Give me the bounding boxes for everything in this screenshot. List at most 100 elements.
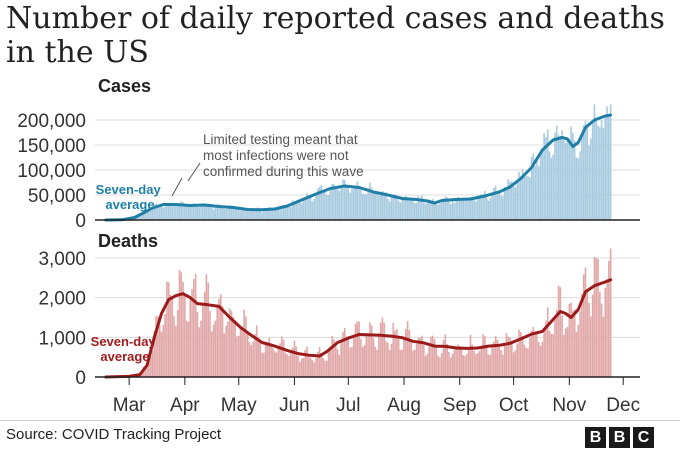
daily-bar: [390, 343, 393, 377]
daily-bar: [338, 190, 341, 220]
daily-bar: [518, 329, 520, 377]
daily-bar: [406, 197, 409, 220]
daily-bar: [198, 207, 201, 220]
daily-bar: [297, 202, 299, 220]
daily-bar: [155, 316, 157, 377]
daily-bar: [255, 208, 258, 220]
daily-bar: [307, 195, 310, 220]
daily-bar: [446, 344, 448, 377]
daily-bar: [554, 132, 556, 220]
daily-bar: [202, 206, 204, 220]
daily-bar: [519, 176, 522, 220]
daily-bar: [297, 355, 299, 377]
daily-bar: [264, 209, 267, 220]
daily-bar: [568, 143, 571, 220]
daily-bar: [313, 198, 316, 220]
cases-average-label: Seven-day average: [96, 182, 165, 212]
daily-bar: [270, 343, 272, 377]
daily-bar: [399, 202, 402, 220]
daily-bar: [370, 187, 373, 220]
daily-bar: [426, 202, 429, 220]
daily-bar: [173, 316, 175, 377]
daily-bar: [227, 321, 229, 377]
daily-bar: [493, 341, 495, 377]
daily-bar: [358, 321, 360, 377]
daily-bar: [442, 340, 445, 377]
daily-bar: [246, 209, 249, 220]
daily-bar: [505, 332, 508, 377]
cases-average-pointer: [171, 177, 183, 197]
daily-bar: [139, 214, 141, 220]
month-label: Jun: [279, 395, 310, 416]
daily-bar: [424, 355, 427, 377]
daily-bar: [595, 117, 598, 220]
daily-bar: [230, 311, 233, 377]
daily-bar: [329, 347, 332, 377]
daily-bar: [286, 354, 289, 377]
daily-bar: [162, 207, 165, 220]
daily-bar: [437, 355, 439, 377]
daily-bar: [379, 191, 382, 220]
daily-bar: [394, 197, 396, 220]
daily-bar: [324, 360, 326, 377]
daily-bar: [588, 145, 590, 220]
daily-bar: [367, 334, 369, 377]
daily-bar: [250, 345, 253, 377]
daily-bar: [430, 336, 432, 377]
daily-bar: [334, 186, 337, 220]
daily-bar: [516, 343, 519, 377]
daily-bar: [555, 125, 558, 220]
daily-bar: [160, 205, 163, 220]
daily-bar: [245, 316, 247, 377]
daily-bar: [194, 206, 197, 220]
daily-bar: [498, 193, 501, 220]
daily-bar: [563, 140, 565, 220]
daily-bar: [245, 208, 247, 220]
daily-bar: [270, 207, 272, 220]
daily-bar: [277, 208, 280, 220]
daily-bar: [275, 208, 278, 220]
daily-bar: [176, 309, 179, 377]
daily-bar: [591, 121, 594, 220]
daily-bar: [534, 331, 536, 377]
daily-bar: [595, 258, 598, 377]
daily-bar: [372, 338, 375, 377]
daily-bar: [234, 206, 236, 220]
y-tick-label: 50,000: [28, 186, 86, 207]
daily-bar: [577, 158, 580, 220]
daily-bar: [343, 179, 346, 220]
daily-bar: [527, 348, 529, 377]
daily-bar: [570, 126, 572, 220]
daily-bar: [212, 324, 215, 377]
daily-bar: [498, 346, 501, 377]
daily-bar: [144, 366, 147, 377]
daily-bar: [421, 335, 423, 377]
daily-bar: [268, 337, 271, 377]
daily-bar: [185, 320, 188, 377]
deaths-panel-title: Deaths: [98, 231, 158, 251]
daily-bar: [361, 194, 364, 220]
daily-bar: [299, 362, 301, 377]
daily-bar: [259, 209, 262, 220]
daily-bar: [408, 329, 411, 377]
daily-bar: [394, 330, 396, 377]
daily-bar: [311, 201, 314, 220]
daily-bar: [572, 132, 574, 220]
daily-bar: [239, 210, 242, 220]
daily-bar: [157, 205, 159, 220]
daily-bar: [178, 269, 181, 377]
daily-bar: [370, 325, 373, 377]
daily-bar: [405, 328, 407, 377]
daily-bar: [252, 208, 254, 220]
daily-bar: [354, 186, 357, 220]
daily-bar: [543, 327, 545, 377]
daily-bar: [173, 206, 175, 220]
daily-bar: [325, 194, 328, 220]
daily-bar: [444, 334, 447, 377]
daily-bar: [537, 166, 540, 220]
daily-bar: [333, 339, 335, 377]
deaths-seven-day-average-line: [104, 278, 613, 379]
daily-bar: [539, 154, 542, 220]
daily-bar: [403, 338, 405, 377]
daily-bar: [564, 143, 567, 220]
